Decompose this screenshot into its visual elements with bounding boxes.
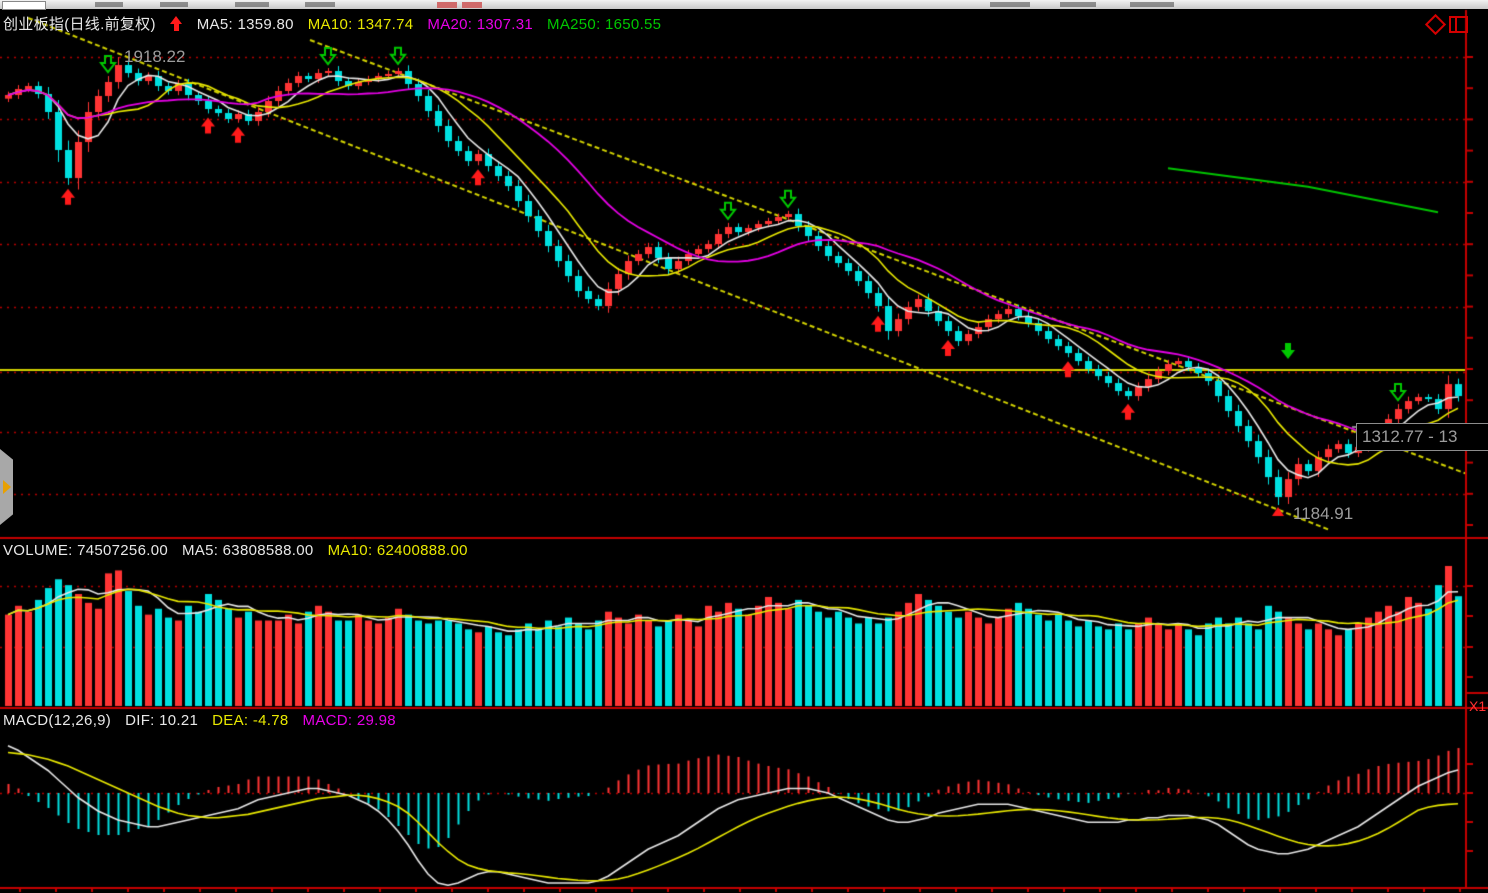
menu-item-highlight-stub	[437, 2, 457, 8]
instrument-title: 创业板指(日线.前复权)	[3, 16, 156, 33]
expand-right-icon	[3, 480, 11, 494]
menu-item-highlight-stub	[462, 2, 482, 8]
macd-value: MACD: 29.98	[302, 712, 396, 729]
menu-item-stub	[990, 2, 1030, 7]
toolbar-strip[interactable]	[0, 0, 1488, 10]
volume-ma5-value: MA5: 63808588.00	[181, 542, 314, 559]
menu-item-stub	[95, 2, 123, 7]
menu-item-stub	[1060, 2, 1096, 7]
split-window-icon[interactable]	[1449, 16, 1468, 33]
ma250-value: MA250: 1650.55	[547, 16, 662, 33]
menu-item-stub	[1130, 2, 1174, 7]
toolbar-input-stub	[2, 1, 46, 10]
low-price-label: 1184.91	[1293, 504, 1354, 523]
high-price-label: 1918.22	[124, 47, 186, 66]
main-panel-header: 创业板指(日线.前复权) MA5: 1359.80 MA10: 1347.74 MA2…	[3, 13, 675, 34]
trend-up-arrow-icon	[169, 16, 183, 31]
split-window-bar	[1455, 18, 1457, 31]
menu-item-stub	[305, 2, 335, 7]
volume-ma10-value: MA10: 62400888.00	[327, 542, 468, 559]
ma10-value: MA10: 1347.74	[307, 16, 414, 33]
menu-item-stub	[160, 2, 188, 7]
volume-value: VOLUME: 74507256.00	[3, 542, 168, 559]
trendline-value-tooltip: 1312.77 - 13	[1356, 423, 1488, 451]
macd-panel-header: MACD(12,26,9) DIF: 10.21 DEA: -4.78 MACD: 2…	[3, 712, 410, 729]
macd-name: MACD(12,26,9)	[3, 712, 112, 729]
dif-value: DIF: 10.21	[125, 712, 199, 729]
dea-value: DEA: -4.78	[212, 712, 289, 729]
volume-zoom-label: X1	[1469, 698, 1487, 714]
menu-item-stub	[235, 2, 269, 7]
ma20-value: MA20: 1307.31	[427, 16, 534, 33]
volume-panel-header: VOLUME: 74507256.00 MA5: 63808588.00 MA10:…	[3, 542, 482, 559]
ma5-value: MA5: 1359.80	[196, 16, 294, 33]
panel-slide-handle[interactable]	[0, 449, 13, 525]
